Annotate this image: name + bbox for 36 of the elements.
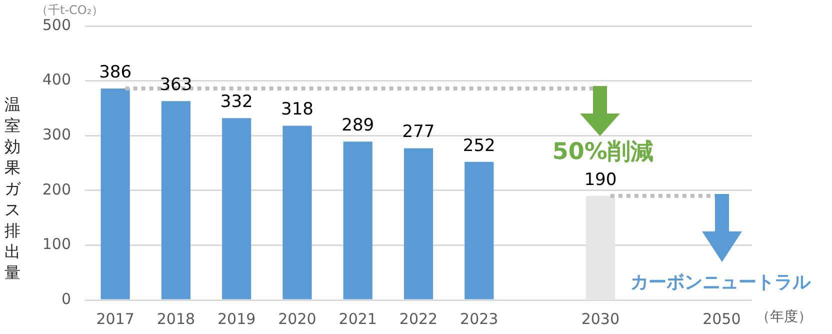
x-tick-label: 2022 [399, 310, 438, 328]
x-tick-label: 2017 [96, 310, 134, 328]
bar [343, 142, 372, 300]
x-tick-label: 2021 [338, 310, 377, 328]
data-label: 277 [402, 122, 435, 142]
x-tick-label: 2019 [217, 310, 256, 328]
data-label: 190 [584, 170, 617, 190]
x-tick-label: 2050 [702, 310, 741, 328]
bar [100, 88, 130, 300]
y-tick-label: 500 [42, 16, 71, 34]
x-tick-label: 2023 [460, 310, 498, 328]
x-axis-title: （年度） [756, 308, 812, 326]
y-tick-label: 200 [42, 180, 71, 198]
y-tick-label: 400 [42, 70, 71, 89]
bar [222, 118, 252, 300]
y-tick-label: 300 [42, 125, 71, 144]
data-label: 363 [160, 75, 192, 95]
bar [404, 148, 434, 300]
x-tick-label: 2030 [581, 310, 620, 328]
data-label: 386 [99, 62, 132, 82]
bar [161, 101, 191, 300]
y-tick-label: 100 [42, 235, 71, 254]
annotation: カーボンニュートラル [630, 271, 810, 294]
x-tick-label: 2020 [278, 310, 316, 328]
bar [282, 126, 312, 300]
x-tick-label: 2018 [156, 310, 196, 328]
data-label: 252 [462, 136, 496, 156]
data-label: 289 [342, 116, 374, 136]
text: 温室効果ガス排出量 [4, 95, 20, 282]
bar [464, 162, 494, 300]
annotation: 50%削減 [552, 138, 654, 168]
bar [586, 196, 615, 300]
data-label: 318 [281, 100, 314, 120]
text: （千t-CO₂） [36, 2, 104, 18]
y-tick-label: 0 [61, 290, 71, 308]
data-label: 332 [220, 92, 253, 112]
